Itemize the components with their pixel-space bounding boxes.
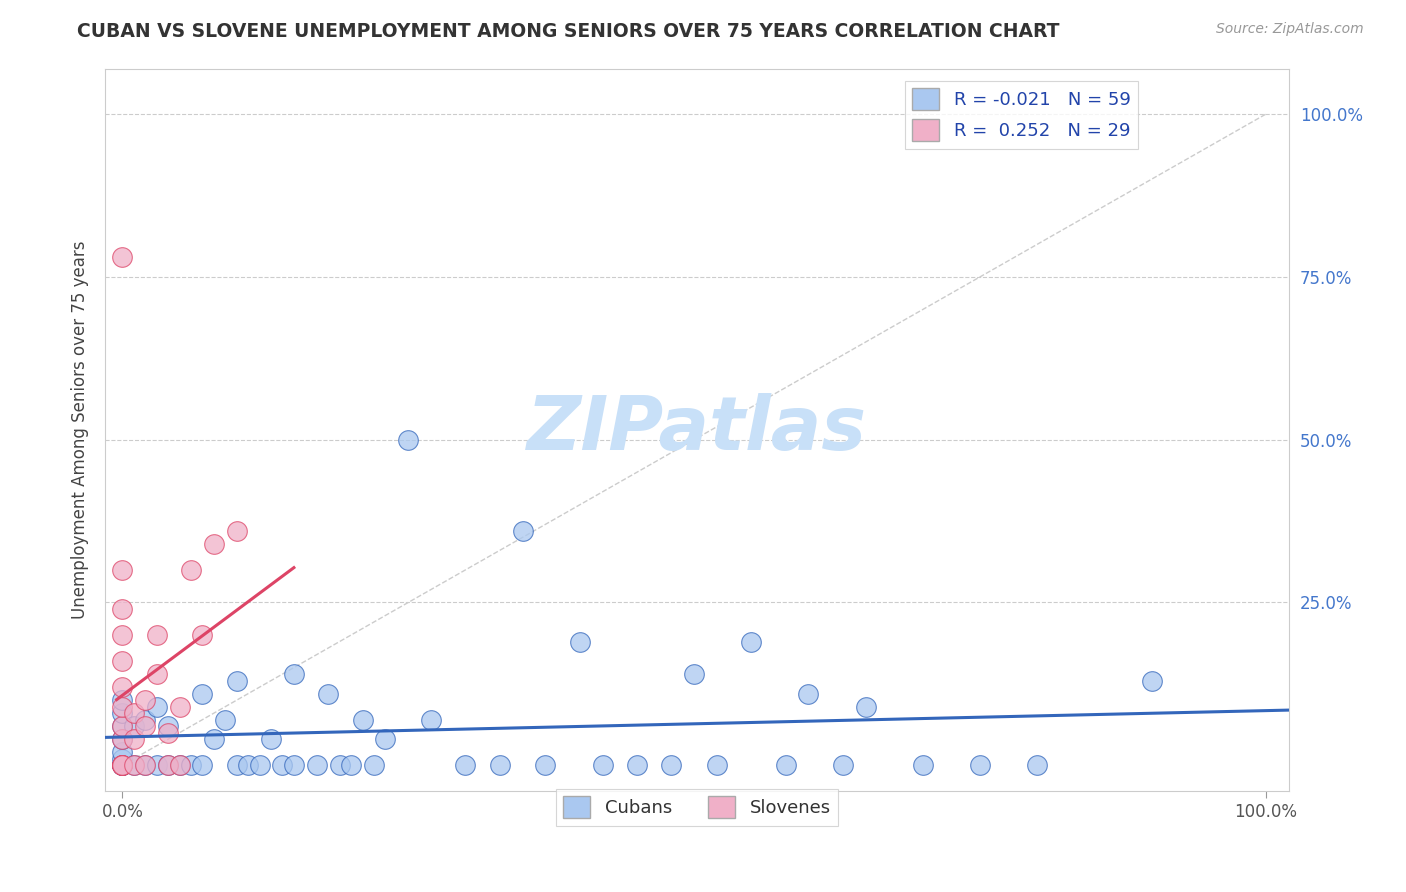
- Point: [111, 758, 134, 772]
- Point: [134, 758, 156, 772]
- Point: [134, 713, 156, 727]
- Point: [122, 719, 145, 733]
- Point: [180, 563, 202, 577]
- Point: [122, 706, 145, 721]
- Point: [145, 758, 167, 772]
- Point: [225, 673, 247, 688]
- Point: [145, 699, 167, 714]
- Point: [111, 758, 134, 772]
- Point: [1026, 758, 1049, 772]
- Point: [122, 758, 145, 772]
- Point: [225, 524, 247, 538]
- Point: [969, 758, 991, 772]
- Point: [706, 758, 728, 772]
- Point: [134, 693, 156, 707]
- Point: [111, 654, 134, 668]
- Point: [169, 699, 191, 714]
- Point: [157, 725, 180, 739]
- Point: [305, 758, 328, 772]
- Point: [659, 758, 682, 772]
- Point: [111, 563, 134, 577]
- Point: [111, 680, 134, 694]
- Point: [260, 732, 283, 747]
- Point: [1140, 673, 1163, 688]
- Point: [111, 719, 134, 733]
- Point: [169, 758, 191, 772]
- Point: [592, 758, 614, 772]
- Point: [111, 719, 134, 733]
- Point: [271, 758, 294, 772]
- Point: [202, 537, 225, 551]
- Point: [352, 713, 374, 727]
- Point: [111, 758, 134, 772]
- Point: [111, 628, 134, 642]
- Point: [111, 732, 134, 747]
- Point: [855, 699, 877, 714]
- Point: [169, 758, 191, 772]
- Point: [111, 745, 134, 759]
- Point: [454, 758, 477, 772]
- Point: [374, 732, 396, 747]
- Point: [396, 433, 419, 447]
- Point: [191, 628, 214, 642]
- Point: [111, 758, 134, 772]
- Point: [145, 667, 167, 681]
- Point: [111, 251, 134, 265]
- Point: [111, 732, 134, 747]
- Point: [111, 758, 134, 772]
- Point: [683, 667, 706, 681]
- Point: [534, 758, 557, 772]
- Point: [340, 758, 363, 772]
- Point: [283, 667, 305, 681]
- Point: [145, 628, 167, 642]
- Point: [420, 713, 443, 727]
- Point: [134, 758, 156, 772]
- Text: ZIPatlas: ZIPatlas: [527, 393, 868, 467]
- Point: [831, 758, 853, 772]
- Text: Source: ZipAtlas.com: Source: ZipAtlas.com: [1216, 22, 1364, 37]
- Point: [740, 634, 762, 648]
- Legend: Cubans, Slovenes: Cubans, Slovenes: [555, 789, 838, 826]
- Point: [225, 758, 247, 772]
- Point: [180, 758, 202, 772]
- Text: CUBAN VS SLOVENE UNEMPLOYMENT AMONG SENIORS OVER 75 YEARS CORRELATION CHART: CUBAN VS SLOVENE UNEMPLOYMENT AMONG SENI…: [77, 22, 1060, 41]
- Point: [111, 602, 134, 616]
- Point: [626, 758, 648, 772]
- Point: [191, 687, 214, 701]
- Point: [775, 758, 797, 772]
- Point: [316, 687, 339, 701]
- Point: [512, 524, 534, 538]
- Point: [283, 758, 305, 772]
- Point: [568, 634, 591, 648]
- Point: [122, 758, 145, 772]
- Point: [363, 758, 385, 772]
- Point: [111, 693, 134, 707]
- Point: [134, 719, 156, 733]
- Point: [214, 713, 236, 727]
- Point: [111, 752, 134, 766]
- Point: [329, 758, 352, 772]
- Point: [488, 758, 510, 772]
- Point: [191, 758, 214, 772]
- Point: [911, 758, 934, 772]
- Point: [249, 758, 271, 772]
- Point: [157, 758, 180, 772]
- Point: [111, 758, 134, 772]
- Point: [111, 758, 134, 772]
- Point: [157, 758, 180, 772]
- Y-axis label: Unemployment Among Seniors over 75 years: Unemployment Among Seniors over 75 years: [72, 241, 89, 619]
- Point: [202, 732, 225, 747]
- Point: [157, 719, 180, 733]
- Point: [111, 706, 134, 721]
- Point: [236, 758, 259, 772]
- Point: [122, 732, 145, 747]
- Point: [111, 699, 134, 714]
- Point: [797, 687, 820, 701]
